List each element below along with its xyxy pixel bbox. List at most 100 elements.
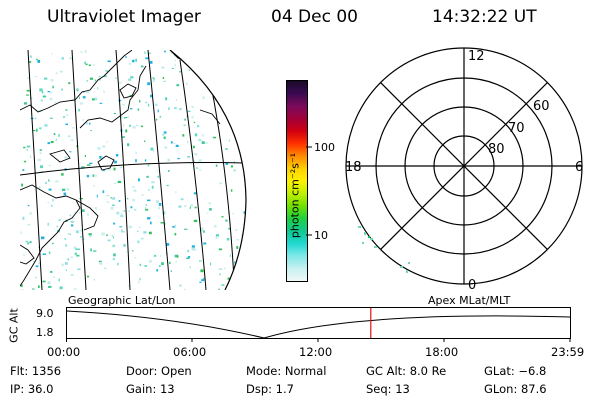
emission-speckle	[215, 76, 218, 80]
emission-speckle	[246, 234, 248, 236]
emission-speckle	[215, 95, 217, 98]
emission-speckle	[90, 248, 92, 252]
emission-speckle	[201, 141, 205, 144]
emission-speckle	[40, 99, 43, 102]
emission-speckle	[218, 288, 220, 290]
emission-speckle	[150, 147, 154, 151]
emission-speckle	[23, 146, 26, 149]
time-tick-2359: 23:59	[551, 345, 585, 359]
emission-speckle	[103, 90, 105, 93]
emission-speckle	[179, 284, 182, 287]
emission-speckle	[128, 210, 131, 212]
emission-speckle	[147, 217, 151, 220]
emission-speckle	[226, 66, 229, 70]
emission-speckle	[47, 142, 50, 145]
emission-speckle	[86, 91, 90, 94]
emission-speckle	[225, 219, 228, 222]
emission-speckle	[113, 112, 116, 115]
emission-speckle	[27, 242, 30, 245]
gc-alt-min-label: 1.8	[36, 326, 54, 339]
emission-speckle	[107, 168, 111, 171]
emission-speckle	[119, 226, 123, 228]
emission-speckle	[68, 135, 71, 137]
emission-speckle	[107, 239, 111, 242]
emission-speckle	[93, 87, 96, 90]
emission-speckle	[111, 235, 114, 237]
emission-speckle	[125, 251, 128, 253]
emission-speckle	[244, 259, 246, 261]
emission-speckle	[37, 158, 41, 161]
emission-speckle	[167, 158, 170, 162]
emission-speckle	[94, 97, 98, 101]
emission-speckle	[161, 262, 164, 266]
emission-speckle	[218, 248, 223, 251]
emission-speckle	[157, 109, 159, 113]
mode-value: Mode: Normal	[246, 364, 327, 378]
emission-speckle	[215, 234, 219, 237]
polar-meridian-diag-2	[380, 82, 548, 250]
emission-speckle	[32, 288, 35, 290]
altitude-curve	[66, 310, 571, 339]
emission-speckle	[144, 140, 146, 143]
emission-speckle	[245, 282, 246, 284]
emission-speckle	[98, 79, 101, 81]
emission-speckle	[20, 231, 22, 235]
emission-speckle	[78, 211, 81, 214]
emission-speckle	[186, 257, 190, 259]
emission-speckle	[132, 186, 135, 188]
emission-speckle	[38, 186, 41, 189]
emission-speckle	[44, 77, 48, 80]
emission-speckle	[102, 169, 105, 172]
emission-speckle	[230, 116, 233, 119]
emission-speckle	[77, 268, 81, 271]
emission-speckle	[50, 79, 54, 82]
colorbar-tick-label-100: 100	[314, 141, 335, 154]
emission-speckle	[58, 278, 60, 282]
emission-speckle	[140, 125, 143, 128]
emission-speckle	[190, 204, 193, 207]
ip-value: IP: 36.0	[10, 382, 54, 396]
emission-speckle	[40, 165, 43, 169]
emission-speckle	[241, 102, 245, 104]
emission-speckle	[138, 280, 140, 284]
emission-speckle	[169, 261, 171, 264]
emission-speckle	[48, 179, 50, 182]
emission-speckle	[151, 181, 155, 184]
emission-speckle	[183, 228, 188, 230]
emission-speckle	[76, 88, 79, 92]
emission-speckle	[122, 136, 125, 138]
emission-speckle	[194, 153, 198, 156]
emission-speckle	[168, 107, 170, 111]
emission-speckle	[120, 212, 123, 215]
emission-speckle	[158, 203, 162, 206]
emission-speckle	[120, 215, 124, 217]
emission-speckle	[69, 214, 72, 217]
emission-speckle	[41, 90, 44, 94]
emission-speckle	[104, 75, 107, 78]
emission-speckle	[189, 266, 191, 269]
emission-speckle	[174, 254, 179, 258]
emission-speckle	[199, 281, 202, 283]
emission-speckle	[89, 122, 91, 125]
emission-speckle	[123, 124, 125, 127]
emission-speckle	[163, 131, 167, 134]
emission-speckle	[236, 239, 240, 241]
emission-speckle	[32, 130, 36, 132]
emission-speckle	[228, 139, 230, 142]
mlt-label-bottom: 0	[468, 278, 476, 292]
emission-speckle	[84, 154, 86, 157]
emission-speckle	[61, 88, 63, 91]
emission-speckle	[139, 278, 141, 281]
emission-speckle	[86, 174, 90, 178]
emission-speckle	[69, 57, 73, 60]
emission-speckle	[127, 143, 130, 147]
emission-speckle	[196, 61, 199, 65]
emission-speckle	[33, 261, 36, 262]
emission-speckle	[205, 63, 208, 66]
emission-speckle	[187, 256, 191, 259]
emission-speckle	[175, 144, 179, 147]
emission-speckle	[132, 198, 135, 202]
emission-speckle	[89, 162, 93, 164]
emission-speckle	[225, 148, 228, 150]
emission-speckle	[160, 222, 164, 224]
